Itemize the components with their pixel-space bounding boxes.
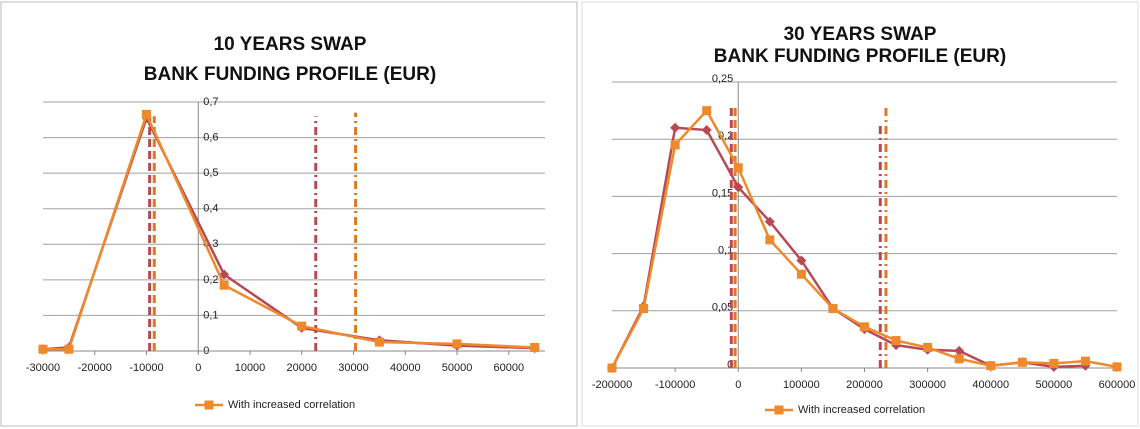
x-tick-label: 30000 <box>338 362 369 374</box>
y-tick-label: 0,1 <box>203 309 218 321</box>
data-point <box>702 106 712 116</box>
data-point <box>64 344 74 354</box>
data-point <box>38 344 48 354</box>
data-point <box>1017 357 1027 367</box>
x-tick-label: 500000 <box>1036 379 1073 391</box>
data-point <box>142 109 152 119</box>
y-tick-label: 0,4 <box>203 203 218 215</box>
legend-label: With increased correlation <box>798 404 925 416</box>
data-point <box>986 361 996 371</box>
data-point <box>733 182 744 193</box>
chart-title: 30 YEARS SWAP <box>784 24 937 45</box>
x-tick-label: 50000 <box>442 362 473 374</box>
data-point <box>452 339 462 349</box>
data-point <box>923 342 933 352</box>
data-point <box>219 280 229 290</box>
y-tick-label: 0,05 <box>712 302 733 314</box>
x-tick-label: -200000 <box>592 379 632 391</box>
x-tick-label: 400000 <box>972 379 1009 391</box>
data-point <box>670 122 681 133</box>
x-tick-label: 200000 <box>846 379 883 391</box>
y-tick-label: 0,25 <box>712 73 733 85</box>
y-tick-label: 0,15 <box>712 187 733 199</box>
x-tick-label: 10000 <box>235 362 266 374</box>
x-tick-label: 60000 <box>493 362 524 374</box>
data-point <box>607 363 617 373</box>
y-tick-label: 0,1 <box>718 245 733 257</box>
chart-title: BANK FUNDING PROFILE (EUR) <box>714 46 1006 67</box>
data-point <box>764 216 775 227</box>
y-tick-label: 0,7 <box>203 96 218 108</box>
x-tick-label: 600000 <box>1099 379 1136 391</box>
chart-frame <box>0 1 578 427</box>
data-point <box>733 163 743 173</box>
legend-marker <box>774 405 784 415</box>
x-tick-label: 0 <box>735 379 741 391</box>
legend-label: With increased correlation <box>228 399 355 411</box>
data-point <box>1049 358 1059 368</box>
x-tick-label: -20000 <box>78 362 112 374</box>
x-tick-label: 300000 <box>909 379 946 391</box>
data-point <box>891 336 901 346</box>
data-point <box>639 304 649 314</box>
x-tick-label: -30000 <box>26 362 60 374</box>
data-point <box>701 125 712 136</box>
data-point <box>954 354 964 364</box>
x-tick-label: -100000 <box>655 379 695 391</box>
legend-marker <box>204 400 214 410</box>
chart-title: 10 YEARS SWAP <box>214 34 367 55</box>
chart-frame <box>581 1 1139 427</box>
data-point <box>765 235 775 245</box>
x-tick-label: 100000 <box>783 379 820 391</box>
data-point <box>1080 356 1090 366</box>
x-tick-label: 40000 <box>390 362 421 374</box>
data-point <box>796 255 807 266</box>
data-point <box>796 269 806 279</box>
data-point <box>374 337 384 347</box>
data-point <box>1112 362 1122 372</box>
data-point <box>670 140 680 150</box>
data-point <box>954 345 965 356</box>
y-tick-label: 0,2 <box>203 274 218 286</box>
data-point <box>297 321 307 331</box>
y-tick-label: 0,5 <box>203 167 218 179</box>
y-tick-label: 0,6 <box>203 131 218 143</box>
x-tick-label: 20000 <box>286 362 317 374</box>
x-tick-label: 0 <box>195 362 201 374</box>
data-point <box>828 304 838 314</box>
data-point <box>530 342 540 352</box>
series-line <box>43 111 535 351</box>
data-point <box>860 322 869 332</box>
chart-title: BANK FUNDING PROFILE (EUR) <box>144 64 436 85</box>
x-tick-label: -10000 <box>129 362 163 374</box>
